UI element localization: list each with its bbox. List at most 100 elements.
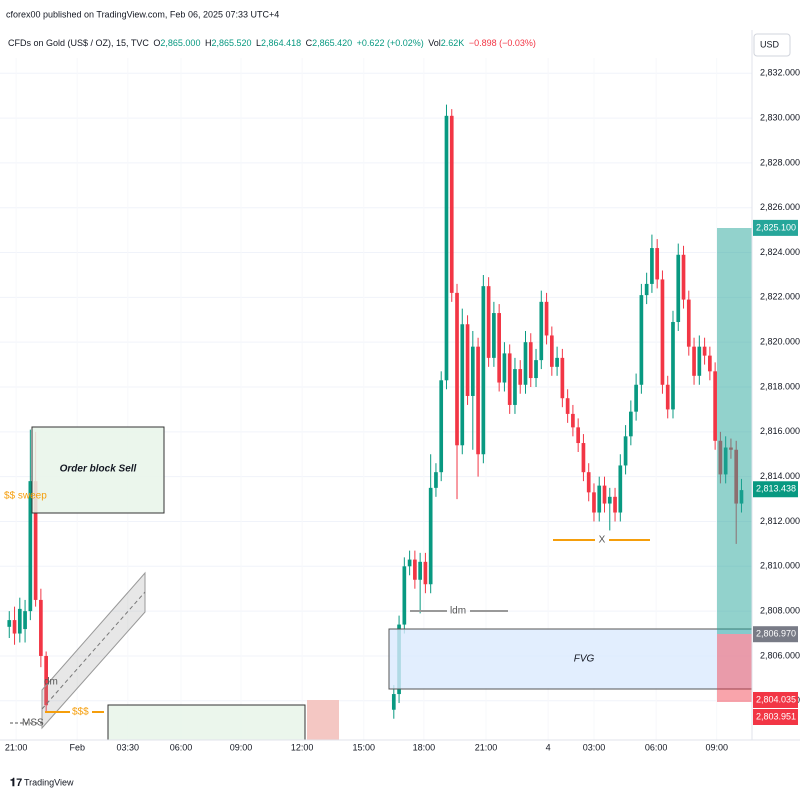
currency-button[interactable] bbox=[753, 33, 791, 57]
candle-body bbox=[586, 472, 591, 493]
x-tick-label: 06:00 bbox=[645, 742, 668, 752]
vol-value: 2.62K bbox=[441, 38, 465, 48]
candle-body bbox=[33, 481, 38, 600]
candle-body bbox=[7, 620, 12, 627]
candle-body bbox=[413, 559, 417, 580]
axes: 2,804.0002,806.0002,808.0002,810.0002,81… bbox=[5, 68, 800, 753]
candle-body bbox=[455, 292, 459, 446]
candle-body bbox=[686, 299, 691, 347]
candle-body bbox=[502, 353, 507, 383]
candle-body bbox=[428, 487, 433, 585]
liquidity-label: $$$ bbox=[72, 707, 89, 718]
y-tick-label: 2,810.000 bbox=[760, 561, 800, 571]
candle-body bbox=[534, 360, 538, 379]
open-value: 2,865.000 bbox=[160, 38, 200, 48]
candle-body bbox=[528, 342, 533, 379]
candle-body bbox=[681, 254, 686, 300]
candle-body bbox=[708, 355, 712, 372]
candle-body bbox=[671, 322, 675, 410]
candles bbox=[7, 104, 744, 719]
order-block-label: Order block Sell bbox=[60, 464, 137, 475]
target-box bbox=[107, 704, 306, 740]
candle-body bbox=[518, 369, 523, 385]
candle-body bbox=[407, 559, 412, 567]
price-label-box bbox=[753, 219, 798, 236]
candle-body bbox=[492, 313, 496, 358]
x-tick-label: 09:00 bbox=[705, 742, 728, 752]
candle-body bbox=[639, 295, 644, 385]
price-label: 2,806.970 bbox=[756, 629, 796, 639]
candle-body bbox=[576, 427, 581, 444]
price-label-box bbox=[753, 481, 798, 498]
x-tick-label: Feb bbox=[69, 742, 85, 752]
order-block-box bbox=[31, 426, 165, 514]
candle-body bbox=[23, 611, 27, 630]
candle-body bbox=[449, 115, 454, 293]
y-tick-label: 2,820.000 bbox=[760, 337, 800, 347]
x-tick-label: 21:00 bbox=[475, 742, 498, 752]
mss-label: MSS bbox=[22, 718, 44, 729]
published-by: cforex00 published on TradingView.com, F… bbox=[6, 9, 279, 19]
candle-body bbox=[539, 301, 544, 361]
candle-body bbox=[692, 346, 696, 376]
high-label: H bbox=[205, 38, 212, 48]
candle-body bbox=[17, 608, 22, 634]
candle-body bbox=[581, 443, 586, 473]
position-profit bbox=[717, 228, 752, 634]
candle-body bbox=[391, 694, 396, 710]
price-label: 2,825.100 bbox=[756, 222, 796, 232]
candle-body bbox=[39, 599, 43, 656]
candle-body bbox=[549, 335, 554, 367]
symbol: CFDs on Gold (US$ / OZ), 15, TVC bbox=[8, 38, 149, 48]
close-value: 2,865.420 bbox=[312, 38, 352, 48]
x-tick-label: 09:00 bbox=[230, 742, 253, 752]
y-tick-label: 2,830.000 bbox=[760, 112, 800, 122]
low-label: L bbox=[256, 38, 261, 48]
symbol-legend: CFDs on Gold (US$ / OZ), 15, TVC O2,865.… bbox=[8, 38, 536, 48]
x-tick-label: 03:30 bbox=[117, 742, 140, 752]
candle-body bbox=[571, 413, 575, 428]
drawings bbox=[10, 228, 752, 740]
currency[interactable]: USD bbox=[760, 39, 780, 49]
candle-body bbox=[597, 485, 602, 513]
x-tick-label: 03:00 bbox=[583, 742, 606, 752]
dm-label: dm bbox=[44, 677, 58, 688]
candle-body bbox=[602, 485, 607, 504]
y-tick-label: 2,808.000 bbox=[760, 606, 800, 616]
candle-body bbox=[613, 496, 617, 513]
y-tick-label: 2,812.000 bbox=[760, 516, 800, 526]
candle-body bbox=[418, 561, 422, 580]
price-label: 2,804.035 bbox=[756, 694, 796, 704]
vol-label: Vol bbox=[428, 38, 441, 48]
low-value: 2,864.418 bbox=[261, 38, 301, 48]
price-label: 2,803.951 bbox=[756, 711, 796, 721]
candle-body bbox=[592, 492, 596, 513]
candle-body bbox=[629, 411, 633, 437]
candle-body bbox=[434, 472, 438, 488]
candle-body bbox=[423, 561, 428, 585]
y-tick-label: 2,828.000 bbox=[760, 157, 800, 167]
y-tick-label: 2,826.000 bbox=[760, 202, 800, 212]
stop-box bbox=[307, 700, 339, 740]
y-tick-label: 2,818.000 bbox=[760, 381, 800, 391]
candle-body bbox=[676, 254, 681, 323]
y-tick-label: 2,806.000 bbox=[760, 650, 800, 660]
candle-body bbox=[702, 346, 707, 356]
candle-body bbox=[560, 357, 565, 399]
candle-body bbox=[650, 248, 654, 284]
candle-body bbox=[660, 279, 665, 385]
candle-body bbox=[713, 371, 717, 441]
close-label: C bbox=[306, 38, 313, 48]
candle-body bbox=[12, 620, 17, 634]
x-tick-label: 18:00 bbox=[413, 742, 436, 752]
candle-body bbox=[697, 346, 702, 376]
candle-body bbox=[618, 465, 623, 513]
position-loss bbox=[717, 634, 752, 702]
candle-body bbox=[607, 496, 612, 504]
x-tick-label: 4 bbox=[546, 742, 551, 752]
candle-body bbox=[555, 357, 559, 367]
y-tick-label: 2,822.000 bbox=[760, 292, 800, 302]
vol-change: −0.898 (−0.03%) bbox=[469, 38, 536, 48]
fvg-label: FVG bbox=[574, 654, 595, 665]
